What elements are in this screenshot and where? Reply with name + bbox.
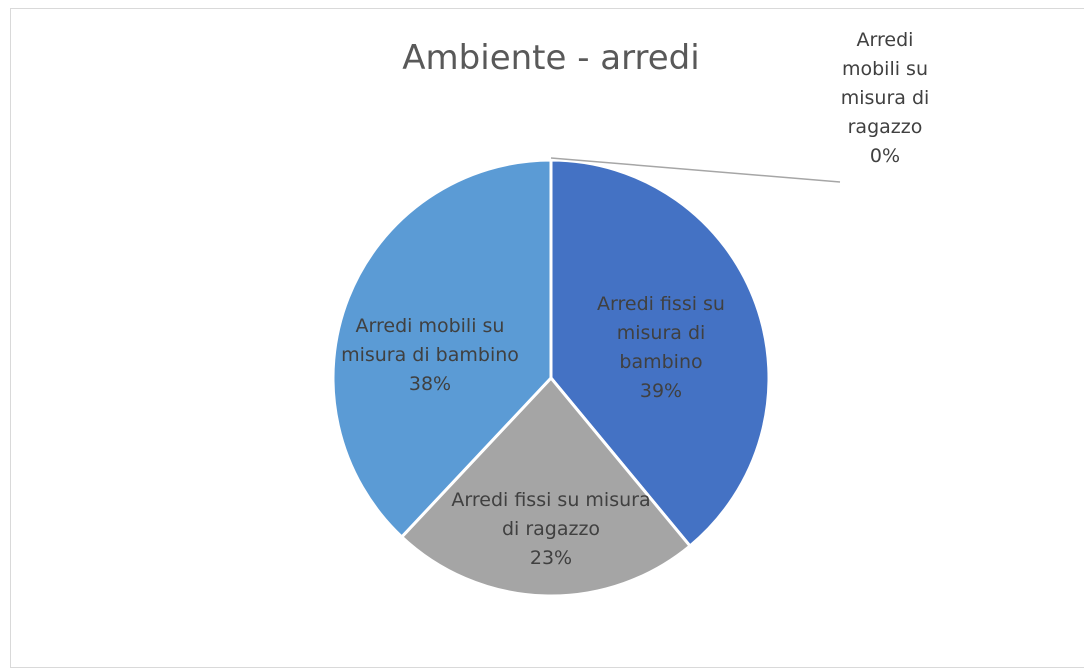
leader-line	[550, 157, 841, 183]
data-label: Arredi mobili su misura di bambino 38%	[340, 312, 520, 399]
data-label: Arredi fissi su misura di bambino 39%	[578, 290, 744, 406]
data-label-category: Arredi mobili su misura di bambino	[341, 315, 519, 366]
pie-slice	[549, 158, 771, 549]
data-label: Arredi fissi su misura di ragazzo 23%	[446, 486, 656, 573]
data-label-value: 39%	[639, 380, 683, 402]
data-label-value: 38%	[408, 373, 452, 395]
chart-title: Ambiente - arredi	[402, 38, 700, 78]
pie-slice	[399, 375, 693, 598]
data-label-value: 23%	[529, 547, 573, 569]
pie-slice	[331, 158, 553, 540]
data-label: Arredi mobili su misura di ragazzo 0%	[835, 26, 935, 171]
data-label-category: Arredi fissi su misura di ragazzo	[451, 489, 651, 540]
data-label-category: Arredi mobili su misura di ragazzo	[840, 29, 930, 138]
data-label-category: Arredi fissi su misura di bambino	[597, 293, 725, 373]
data-label-value: 0%	[869, 145, 901, 167]
